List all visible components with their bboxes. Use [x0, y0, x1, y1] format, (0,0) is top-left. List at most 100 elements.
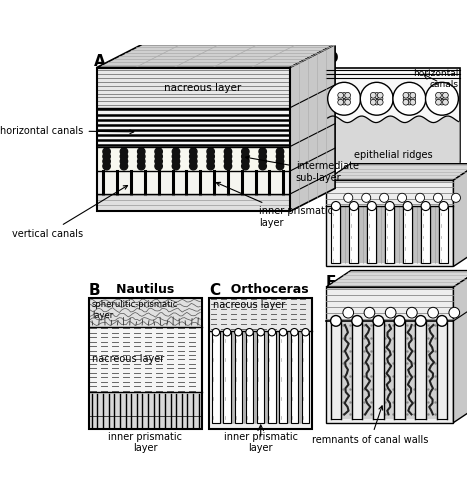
Text: D: D — [326, 51, 339, 66]
Circle shape — [377, 100, 383, 105]
Circle shape — [345, 92, 351, 98]
Bar — [209, 330, 312, 429]
Polygon shape — [326, 164, 468, 180]
Bar — [302, 332, 309, 422]
Bar — [132, 172, 144, 194]
Circle shape — [439, 99, 445, 105]
Text: inner prismatic
layer: inner prismatic layer — [224, 432, 298, 454]
Bar — [97, 68, 290, 212]
Circle shape — [385, 202, 394, 210]
Circle shape — [259, 148, 266, 156]
Circle shape — [373, 316, 384, 326]
Circle shape — [259, 162, 266, 170]
Bar — [331, 206, 340, 263]
Circle shape — [276, 148, 284, 156]
Text: vertical canals: vertical canals — [13, 186, 128, 238]
Circle shape — [421, 202, 430, 210]
Bar — [405, 321, 416, 418]
Circle shape — [328, 82, 360, 115]
Circle shape — [370, 100, 376, 105]
Bar — [97, 110, 290, 114]
Circle shape — [172, 148, 180, 156]
Circle shape — [364, 308, 375, 318]
Bar — [256, 172, 269, 194]
Text: epithelial ridges: epithelial ridges — [354, 150, 432, 160]
Bar — [264, 332, 268, 422]
Circle shape — [241, 152, 249, 160]
Bar — [412, 206, 421, 263]
Bar — [439, 206, 448, 263]
Circle shape — [393, 82, 426, 115]
Circle shape — [371, 96, 376, 102]
Circle shape — [338, 96, 344, 102]
Circle shape — [344, 194, 353, 202]
Bar — [97, 130, 290, 134]
Bar — [276, 332, 279, 422]
Bar — [243, 172, 255, 194]
Text: Nautilus: Nautilus — [103, 283, 175, 296]
Circle shape — [120, 148, 128, 156]
Circle shape — [439, 202, 448, 210]
Text: spherulitic-prismatic
layer: spherulitic-prismatic layer — [92, 300, 178, 320]
Bar — [88, 326, 202, 392]
Circle shape — [224, 148, 232, 156]
Text: nacreous layer: nacreous layer — [212, 300, 285, 310]
Circle shape — [268, 328, 276, 336]
Circle shape — [452, 194, 461, 202]
Circle shape — [443, 100, 448, 105]
Circle shape — [407, 99, 412, 105]
Bar — [358, 206, 367, 263]
Circle shape — [241, 148, 249, 156]
Circle shape — [190, 152, 197, 160]
Circle shape — [436, 96, 441, 102]
Polygon shape — [97, 44, 335, 68]
Circle shape — [207, 162, 214, 170]
Bar — [326, 68, 460, 162]
Circle shape — [428, 308, 439, 318]
Circle shape — [416, 316, 426, 326]
Circle shape — [223, 328, 231, 336]
Bar — [209, 298, 312, 429]
Bar — [384, 321, 394, 418]
Circle shape — [207, 148, 214, 156]
Circle shape — [410, 92, 416, 98]
Circle shape — [234, 328, 242, 336]
Circle shape — [241, 158, 249, 165]
Circle shape — [380, 194, 388, 202]
Circle shape — [416, 194, 424, 202]
Circle shape — [345, 100, 351, 105]
Circle shape — [338, 100, 344, 105]
Text: nacreous layer: nacreous layer — [92, 354, 164, 364]
Bar — [279, 332, 287, 422]
Bar — [219, 332, 223, 422]
Circle shape — [259, 152, 266, 160]
Circle shape — [120, 162, 128, 170]
Bar — [97, 171, 290, 194]
Bar — [97, 146, 290, 171]
Circle shape — [259, 158, 266, 165]
Bar — [253, 332, 257, 422]
Circle shape — [172, 162, 180, 170]
Circle shape — [103, 162, 110, 170]
Circle shape — [377, 96, 383, 102]
Bar — [223, 332, 231, 422]
Circle shape — [403, 96, 409, 102]
Bar — [242, 332, 246, 422]
Circle shape — [212, 328, 219, 336]
Circle shape — [190, 162, 197, 170]
Circle shape — [344, 96, 351, 102]
Circle shape — [385, 308, 396, 318]
Bar — [257, 332, 264, 422]
Circle shape — [349, 202, 358, 210]
Bar — [421, 206, 430, 263]
Text: inner prismatic
layer: inner prismatic layer — [108, 432, 182, 454]
Bar — [298, 332, 302, 422]
Circle shape — [403, 100, 409, 105]
Circle shape — [172, 158, 180, 165]
Circle shape — [155, 162, 162, 170]
Circle shape — [437, 316, 447, 326]
Bar — [271, 172, 282, 194]
Text: B: B — [88, 283, 100, 298]
Bar — [88, 298, 202, 326]
Circle shape — [276, 152, 284, 160]
